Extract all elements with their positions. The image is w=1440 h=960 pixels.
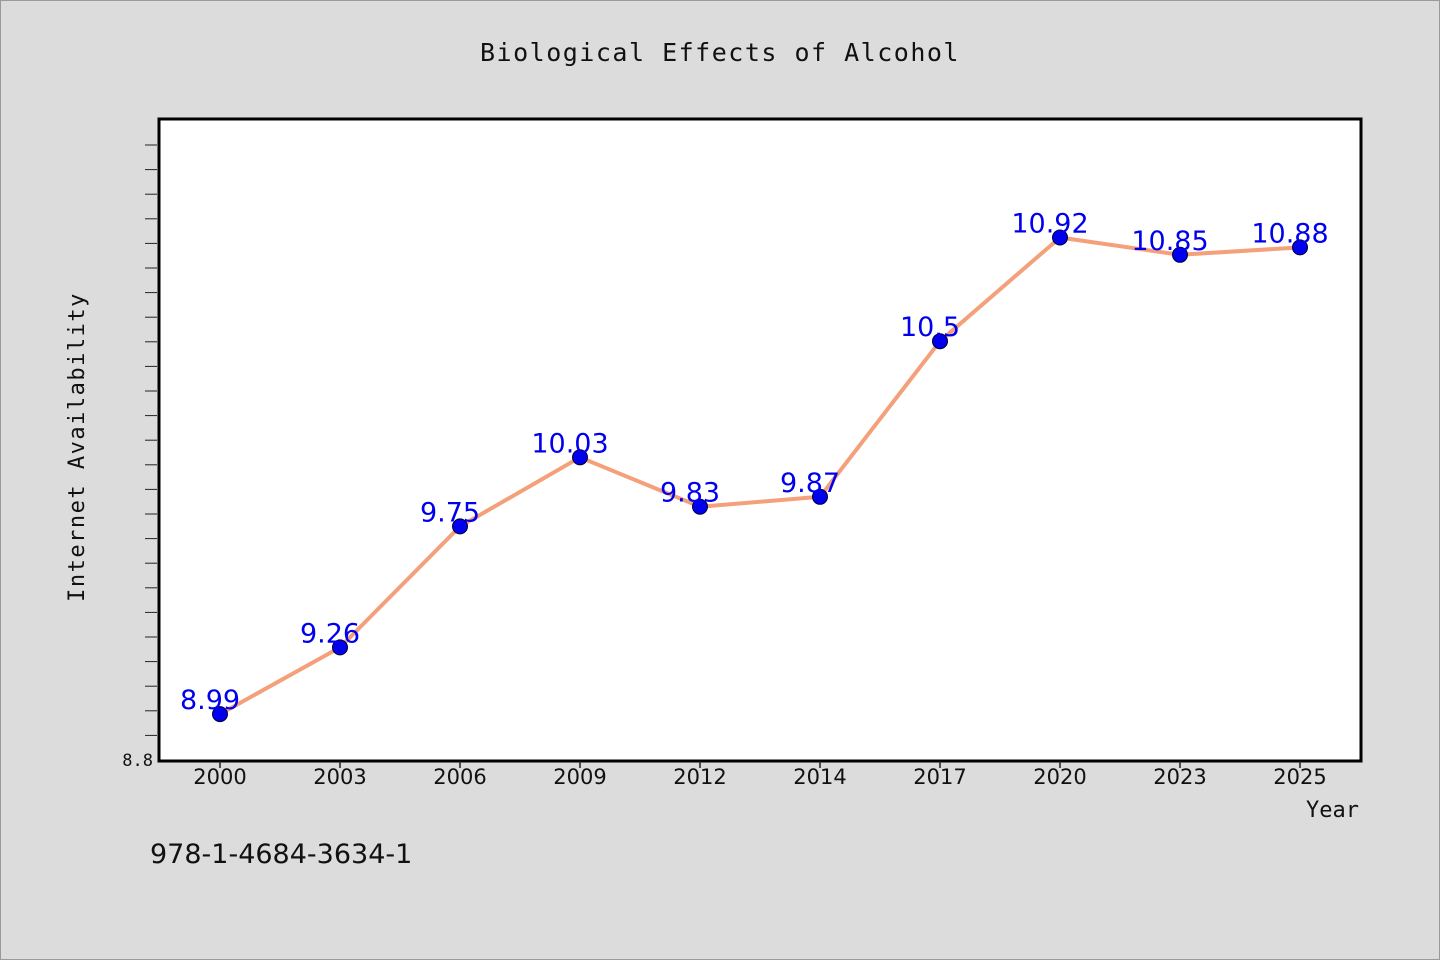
data-point bbox=[332, 639, 348, 656]
y-axis-label: Internet Availability bbox=[65, 292, 90, 602]
data-point bbox=[1172, 246, 1188, 263]
data-point bbox=[932, 333, 948, 350]
x-tick-label: 2012 bbox=[673, 765, 726, 789]
x-tick-label: 2017 bbox=[913, 765, 966, 789]
series-line bbox=[218, 235, 1302, 717]
data-point bbox=[1052, 229, 1068, 246]
data-label: 10.85 bbox=[1131, 226, 1208, 257]
data-point bbox=[572, 449, 588, 466]
footer-text: 978-1-4684-3634-1 bbox=[150, 839, 412, 870]
data-label: 9.26 bbox=[300, 618, 360, 649]
data-point bbox=[812, 488, 828, 505]
x-tick-label: 2000 bbox=[193, 765, 246, 789]
data-point bbox=[212, 706, 228, 723]
series-markers bbox=[212, 229, 1308, 723]
data-point bbox=[1292, 239, 1308, 256]
data-label: 10.03 bbox=[531, 428, 608, 459]
x-axis-tick-labels: 2000 2003 2006 2009 2012 2014 2017 2020 2023 2025 bbox=[193, 765, 1326, 789]
y-tick-label: 8.8 bbox=[122, 751, 153, 771]
y-axis-ticks bbox=[145, 144, 157, 736]
data-label: 9.75 bbox=[420, 497, 480, 528]
data-label: 10.92 bbox=[1011, 209, 1088, 240]
data-labels: 8.99 9.26 9.75 10.03 9.83 9.87 10.5 10.92 10.85 1… bbox=[180, 209, 1329, 717]
x-tick-label: 2014 bbox=[793, 765, 846, 789]
data-label: 8.99 bbox=[180, 685, 240, 716]
x-tick-label: 2006 bbox=[433, 765, 486, 789]
x-axis-label: Year bbox=[1306, 798, 1359, 823]
data-label: 9.87 bbox=[780, 468, 840, 499]
x-tick-label: 2003 bbox=[313, 765, 366, 789]
data-label: 9.83 bbox=[660, 478, 720, 509]
chart-title: Biological Effects of Alcohol bbox=[480, 38, 960, 67]
plot-area bbox=[157, 117, 1363, 763]
x-tick-label: 2009 bbox=[553, 765, 606, 789]
data-point bbox=[452, 518, 468, 535]
x-axis-ticks bbox=[219, 761, 1301, 768]
data-label: 10.88 bbox=[1251, 218, 1328, 249]
data-label: 10.5 bbox=[900, 312, 960, 343]
data-point bbox=[692, 498, 708, 515]
x-tick-label: 2025 bbox=[1273, 765, 1326, 789]
x-tick-label: 2020 bbox=[1033, 765, 1086, 789]
x-tick-label: 2023 bbox=[1153, 765, 1206, 789]
